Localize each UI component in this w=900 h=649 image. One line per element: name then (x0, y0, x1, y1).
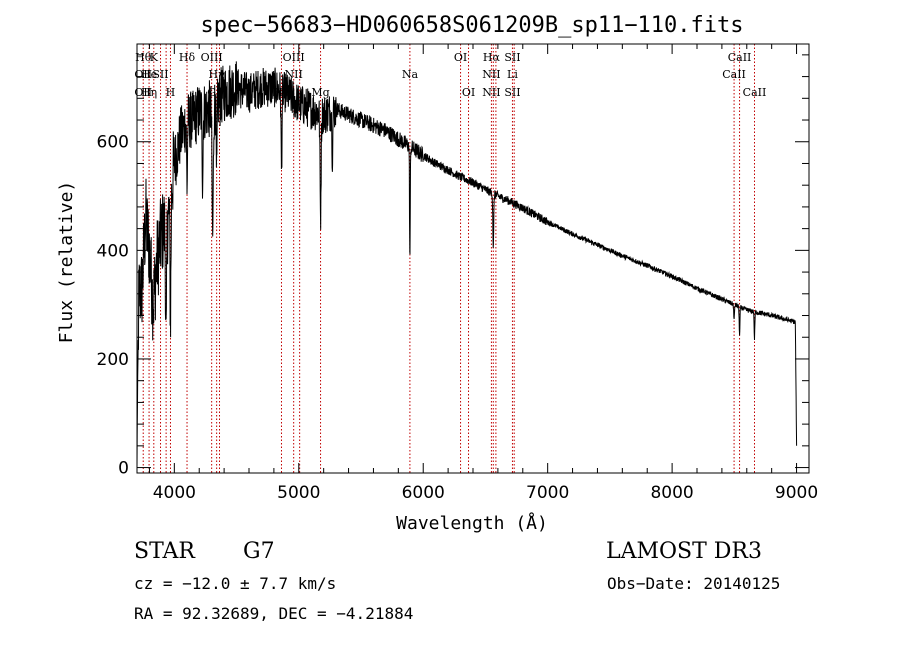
line-marker-label: SII (504, 51, 520, 64)
line-marker-label: Hδ (179, 51, 196, 64)
line-marker-label: NII (482, 86, 500, 99)
y-tick-label: 600 (97, 133, 129, 153)
coordinates: RA = 92.32689, DEC = −4.21884 (134, 604, 413, 623)
line-marker-label: OI (454, 51, 467, 64)
line-marker-label: SII (504, 86, 520, 99)
object-subclass: G7 (243, 539, 275, 564)
line-marker-label: OIII (283, 51, 305, 64)
y-tick-label: 400 (97, 241, 129, 261)
line-marker-label: NII (482, 68, 500, 81)
redshift-cz: cz = −12.0 ± 7.7 km/s (134, 574, 336, 593)
line-marker-label: Mg (311, 86, 329, 99)
y-tick-label: 200 (97, 350, 129, 370)
y-axis-label: Flux (relative) (56, 181, 77, 344)
line-marker-label: OIII (201, 51, 223, 64)
x-tick-label: 8000 (650, 483, 693, 503)
x-axis-ticks: 4000 5000 6000 7000 8000 9000 (148, 44, 818, 503)
line-marker-label: OII (134, 68, 152, 81)
x-tick-label: 7000 (526, 483, 569, 503)
line-marker-label: Hθ (135, 51, 152, 64)
y-axis-ticks: 0 200 400 600 (97, 54, 809, 479)
line-marker-label: SII (152, 68, 168, 81)
line-marker-label: Na (402, 68, 419, 81)
spectrum-line (136, 61, 798, 468)
object-class: STAR (134, 539, 196, 564)
observation-date: Obs−Date: 20140125 (607, 574, 780, 593)
line-marker-label: Hη (141, 86, 157, 99)
line-marker-label: CaII (743, 86, 767, 99)
y-tick-label: 0 (118, 459, 129, 479)
line-markers (142, 44, 755, 473)
chart-title: spec−56683−HD060658S061209B_sp11−110.fit… (200, 13, 743, 38)
line-marker-label: Hα (483, 51, 501, 64)
line-marker-label: CaII (722, 68, 746, 81)
x-tick-label: 9000 (775, 483, 818, 503)
line-marker-label: CaII (728, 51, 752, 64)
line-marker-label: Li (507, 68, 518, 81)
x-axis-label: Wavelength (Å) (396, 512, 548, 534)
x-tick-label: 4000 (153, 483, 196, 503)
x-tick-label: 5000 (277, 483, 320, 503)
line-marker-label: He (141, 68, 157, 81)
line-marker-label: G (207, 86, 216, 99)
survey-name: LAMOST DR3 (606, 539, 762, 564)
line-marker-label: OII (134, 86, 152, 99)
x-tick-label: 6000 (402, 483, 445, 503)
line-marker-label: K (150, 51, 159, 64)
line-marker-label: H (166, 86, 176, 99)
line-marker-label: OI (462, 86, 475, 99)
